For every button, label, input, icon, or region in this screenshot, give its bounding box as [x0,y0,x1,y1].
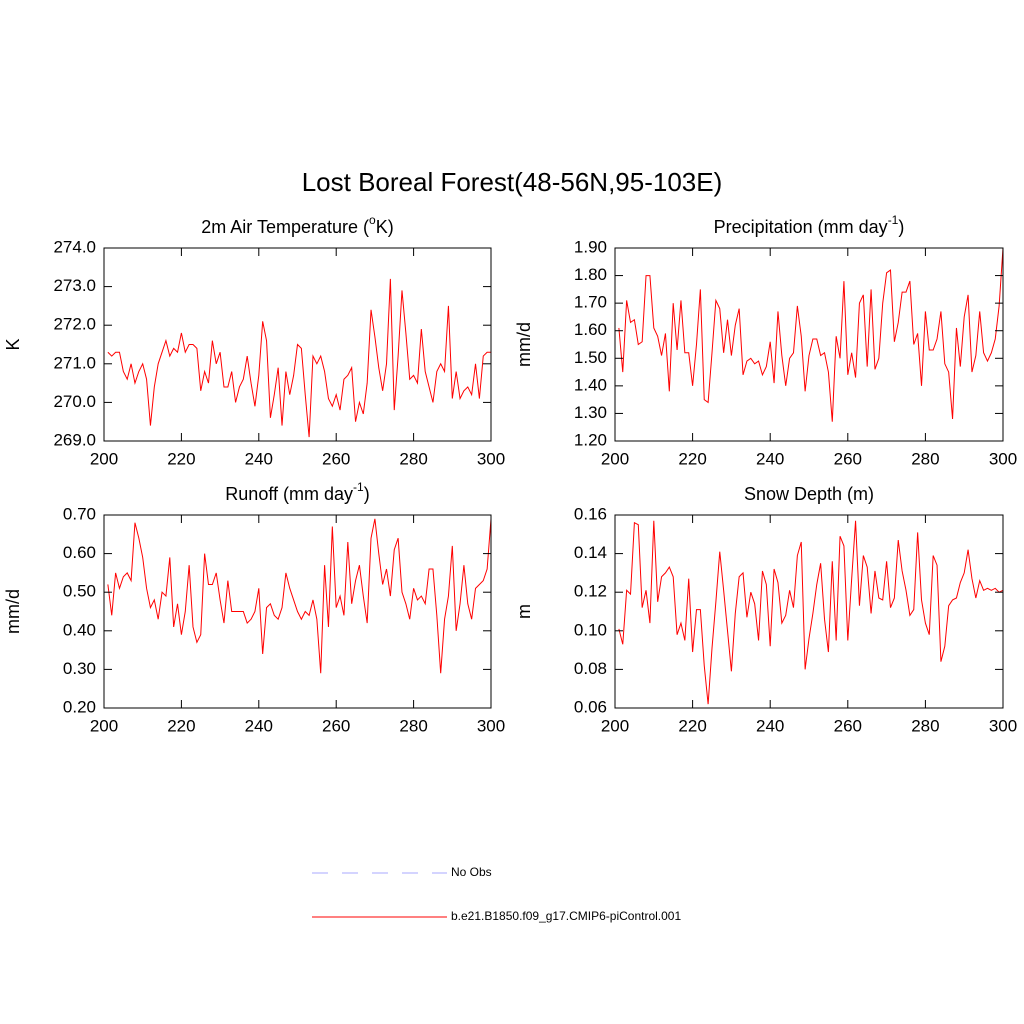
x-tick-label: 260 [834,716,862,735]
plot-frame [614,514,1004,709]
y-tick-label: 273.0 [53,276,96,295]
y-tick-label: 1.70 [574,293,607,312]
y-axis-label: mm/d [514,322,534,367]
panel-title: Runoff (mm day-1) [225,480,369,504]
y-axis-label: mm/d [3,589,23,634]
panel-title-part: Snow Depth (m) [744,484,874,504]
y-tick-label: 0.12 [574,582,607,601]
x-tick-label: 220 [678,716,706,735]
data-line [618,247,1004,422]
x-tick-label: 300 [989,449,1017,468]
y-tick-label: 0.20 [63,697,96,716]
x-tick-label: 260 [322,449,350,468]
y-tick-label: 1.80 [574,265,607,284]
y-tick-label: 1.90 [574,237,607,256]
x-tick-label: 240 [756,716,784,735]
data-line [618,520,1004,705]
y-tick-label: 1.30 [574,403,607,422]
y-tick-label: 271.0 [53,353,96,372]
x-tick-label: 300 [477,449,505,468]
panel-title-part: Precipitation (mm day [714,217,888,237]
y-tick-label: 0.60 [63,543,96,562]
x-tick-label: 220 [678,449,706,468]
legend-label: No Obs [451,865,492,879]
panel-title: Precipitation (mm day-1) [714,213,905,237]
panel-title-part: Runoff (mm day [225,484,353,504]
x-tick-label: 260 [322,716,350,735]
panel-title-part: ) [898,217,904,237]
y-tick-label: 272.0 [53,315,96,334]
y-tick-label: 274.0 [53,237,96,256]
x-tick-label: 280 [399,449,427,468]
x-tick-label: 300 [477,716,505,735]
plot-frame [614,247,1004,442]
x-tick-label: 200 [601,449,629,468]
x-tick-label: 300 [989,716,1017,735]
y-tick-label: 270.0 [53,392,96,411]
x-tick-label: 260 [834,449,862,468]
x-tick-label: 220 [167,716,195,735]
x-tick-label: 240 [245,449,273,468]
panel-title-part: -1 [888,213,899,227]
panel-title-part: ) [364,484,370,504]
x-tick-label: 220 [167,449,195,468]
x-tick-label: 280 [399,716,427,735]
y-tick-label: 1.50 [574,348,607,367]
y-tick-label: 0.10 [574,620,607,639]
y-tick-label: 1.60 [574,320,607,339]
plot-frame [103,247,492,442]
panel-title: 2m Air Temperature (oK) [201,213,393,237]
y-tick-label: 0.14 [574,543,607,562]
y-tick-label: 0.08 [574,659,607,678]
y-axis-label: m [514,604,534,619]
x-tick-label: 280 [911,449,939,468]
y-axis-label: K [3,338,23,350]
legend-label: b.e21.B1850.f09_g17.CMIP6-piControl.001 [451,909,681,923]
x-tick-label: 200 [90,449,118,468]
y-tick-label: 0.40 [63,620,96,639]
data-line [107,518,492,674]
y-tick-label: 0.70 [63,504,96,523]
y-tick-label: 1.20 [574,430,607,449]
y-tick-label: 0.50 [63,582,96,601]
panel-title-part: 2m Air Temperature ( [201,217,369,237]
panel-title-part: K) [376,217,394,237]
x-tick-label: 240 [756,449,784,468]
y-tick-label: 0.06 [574,697,607,716]
plot-frame [103,514,492,709]
y-tick-label: 0.16 [574,504,607,523]
x-tick-label: 240 [245,716,273,735]
panel-title: Snow Depth (m) [744,484,874,504]
panel-title-part: o [369,213,376,227]
panel-title-part: -1 [353,480,364,494]
data-line [107,278,491,438]
x-tick-label: 280 [911,716,939,735]
x-tick-label: 200 [90,716,118,735]
y-tick-label: 0.30 [63,659,96,678]
x-tick-label: 200 [601,716,629,735]
figure-title: Lost Boreal Forest(48-56N,95-103E) [302,167,723,197]
y-tick-label: 1.40 [574,375,607,394]
y-tick-label: 269.0 [53,430,96,449]
